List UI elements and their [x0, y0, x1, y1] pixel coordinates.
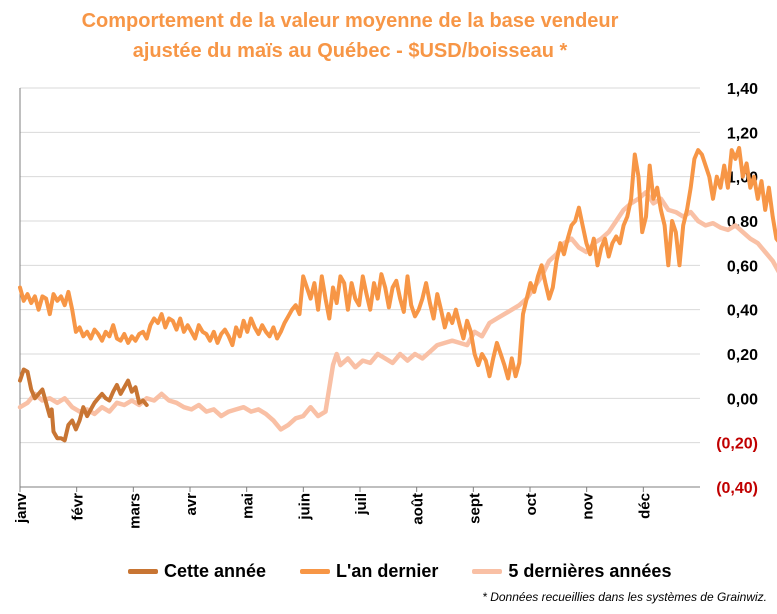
- series-lines: [17, 145, 777, 443]
- x-tick-label: déc: [636, 493, 653, 519]
- x-tick-label: oct: [523, 493, 540, 516]
- y-tick-label: 1,40: [727, 81, 758, 98]
- legend-item-an-dernier: L'an dernier: [300, 561, 438, 582]
- x-tick-label: janv: [13, 492, 30, 524]
- y-tick-label: 0,20: [727, 347, 758, 364]
- x-tick-label: nov: [580, 492, 597, 519]
- footnote: * Données recueillies dans les systèmes …: [482, 590, 767, 604]
- y-tick-label: 0,60: [727, 258, 758, 275]
- chart-title-line-1: Comportement de la valeur moyenne de la …: [81, 10, 619, 32]
- y-tick-label: 0,00: [727, 391, 758, 408]
- legend: Cette année L'an dernier 5 dernières ann…: [128, 561, 688, 582]
- x-tick-label: mars: [126, 493, 143, 529]
- x-axis: janv févr mars avr mai juin juil août sept oct nov…: [13, 88, 700, 529]
- y-tick-label: (0,20): [716, 436, 758, 453]
- y-tick-label: (0,40): [716, 480, 758, 497]
- x-tick-label: sept: [466, 493, 483, 524]
- legend-swatch-an-dernier: [300, 569, 331, 574]
- legend-swatch-5-dernieres-annees: [472, 569, 503, 574]
- x-tick-label: juin: [296, 493, 313, 521]
- y-axis: 1,401,201,000,800,600,400,200,00(0,20)(0…: [716, 81, 758, 497]
- legend-label-cette-annee: Cette année: [164, 561, 267, 581]
- x-tick-label: mai: [240, 493, 257, 519]
- series-line-1: [18, 145, 777, 381]
- y-tick-label: 1,20: [727, 125, 758, 142]
- legend-swatch-cette-annee: [128, 569, 158, 574]
- x-tick-label: juil: [353, 493, 370, 516]
- legend-item-cette-annee: Cette année: [128, 561, 266, 582]
- x-tick-label: août: [410, 493, 427, 525]
- y-tick-label: 0,40: [727, 303, 758, 320]
- legend-label-an-dernier: L'an dernier: [336, 561, 439, 581]
- x-tick-label: févr: [70, 493, 87, 521]
- legend-item-5-dernieres-annees: 5 dernières années: [472, 561, 671, 582]
- series-line-0: [18, 367, 149, 443]
- chart-title: Comportement de la valeur moyenne de la …: [0, 6, 700, 66]
- legend-label-5-dernieres-annees: 5 dernières années: [508, 561, 672, 581]
- chart-title-line-2: ajustée du maïs au Québec - $USD/boissea…: [132, 40, 568, 62]
- x-tick-label: avr: [183, 493, 200, 516]
